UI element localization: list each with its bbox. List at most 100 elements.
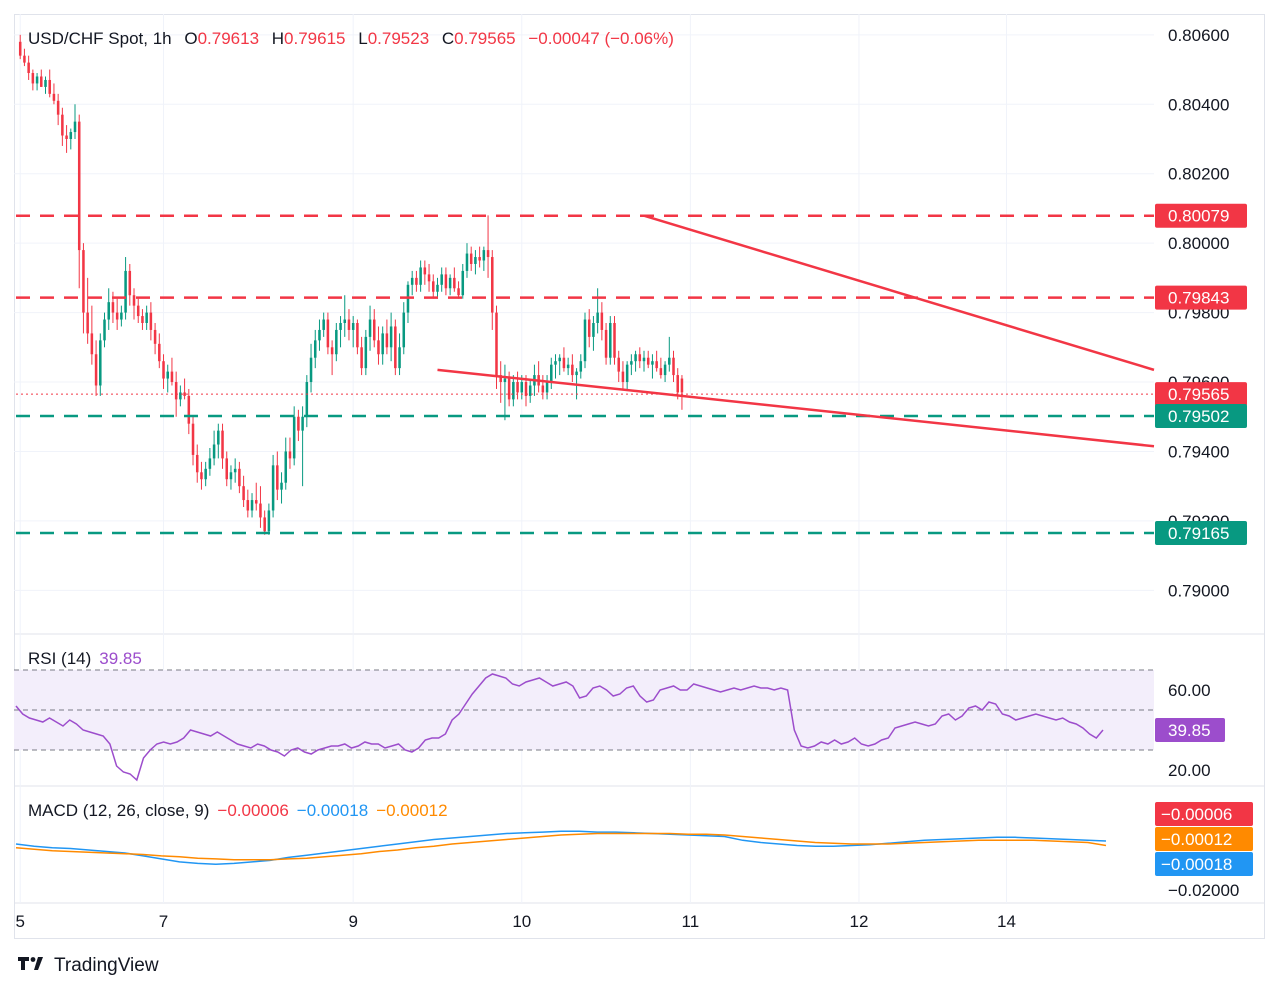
candle-body xyxy=(566,364,570,369)
candle-body xyxy=(120,312,123,320)
candle-body xyxy=(56,100,60,115)
candle-body xyxy=(246,500,250,511)
candle-body xyxy=(23,55,26,63)
level-badge xyxy=(1155,203,1247,228)
candle-body xyxy=(31,73,35,84)
level-badge-label: 0.80079 xyxy=(1168,207,1229,226)
candle-body xyxy=(61,114,64,136)
rsi-legend: RSI (14) 39.85 xyxy=(28,649,142,669)
candle-body xyxy=(545,382,549,393)
candle-body xyxy=(385,333,389,348)
candle-body xyxy=(600,312,604,330)
candle-body xyxy=(507,378,511,400)
candle-body xyxy=(491,257,494,313)
brand[interactable]: TradingView xyxy=(18,955,159,977)
candle-body xyxy=(427,274,431,282)
level-badge xyxy=(1155,404,1247,429)
candle-body xyxy=(461,270,465,296)
level-badge xyxy=(1155,521,1247,546)
open-label: O xyxy=(184,29,198,48)
price-tick-label: 0.79000 xyxy=(1168,581,1229,600)
low-label: L xyxy=(358,29,368,48)
macd-value-badge xyxy=(1155,802,1253,826)
candle-body xyxy=(103,319,106,341)
candle-body xyxy=(495,312,498,376)
time-tick-label: 5 xyxy=(15,912,24,931)
candle-body xyxy=(423,267,427,275)
candle-body xyxy=(136,305,140,317)
candle-body xyxy=(280,482,283,490)
candle-body xyxy=(668,357,671,365)
candle-body xyxy=(225,458,229,480)
trendline xyxy=(437,368,1155,448)
candle-body xyxy=(520,382,524,393)
candle-body xyxy=(77,121,81,251)
high-value: 0.79615 xyxy=(284,29,346,48)
open-value: 0.79613 xyxy=(197,29,260,48)
price-tick-label: 0.80600 xyxy=(1168,26,1229,45)
candle-body xyxy=(638,354,642,362)
change-value: −0.00047 (−0.06%) xyxy=(528,29,674,48)
candle-body xyxy=(86,312,89,334)
candle-body xyxy=(212,444,216,459)
candle-body xyxy=(276,465,279,490)
candle-body xyxy=(596,312,599,323)
brand-name: TradingView xyxy=(54,955,159,976)
candle-body xyxy=(82,250,85,313)
macd-value-badge-label: −0.00018 xyxy=(1161,855,1232,874)
time-tick-label: 9 xyxy=(348,912,357,931)
time-tick-label: 14 xyxy=(997,912,1016,931)
close-label: C xyxy=(441,29,455,48)
candle-body xyxy=(432,281,435,292)
candle-body xyxy=(436,284,439,292)
macd-series-line xyxy=(15,832,1107,861)
macd-legend-v3: −0.00012 xyxy=(376,801,448,820)
macd-value-badge xyxy=(1155,827,1253,851)
price-tick-label: 0.80200 xyxy=(1168,165,1229,184)
candle-body xyxy=(655,361,658,369)
candle-body xyxy=(200,472,203,480)
candle-body xyxy=(195,454,199,473)
candle-body xyxy=(516,382,519,393)
candle-body xyxy=(153,329,157,344)
candle-body xyxy=(292,416,296,459)
candle-body xyxy=(40,76,43,87)
candle-body xyxy=(415,277,418,285)
candle-body xyxy=(457,288,460,296)
candle-body xyxy=(356,323,359,348)
candle-body xyxy=(381,333,384,355)
macd-value-badge-label: −0.00012 xyxy=(1161,830,1232,849)
candle-body xyxy=(187,395,191,424)
candle-body xyxy=(351,323,355,330)
candle-body xyxy=(263,517,266,532)
candle-body xyxy=(284,451,288,483)
level-badge-label: 0.79843 xyxy=(1168,289,1229,308)
candle-body xyxy=(305,382,309,417)
candle-body xyxy=(339,323,342,330)
candle-body xyxy=(389,326,393,348)
candle-body xyxy=(132,295,136,306)
price-tick-label: 0.80000 xyxy=(1168,234,1229,253)
candle-body xyxy=(318,329,321,341)
candle-body xyxy=(604,329,608,358)
candle-body xyxy=(259,503,262,518)
candle-body xyxy=(554,361,557,365)
candle-body xyxy=(453,277,456,289)
macd-legend: MACD (12, 26, close, 9) −0.00006 −0.00018−… xyxy=(28,801,448,821)
candle-body xyxy=(141,316,144,323)
candle-body xyxy=(183,392,186,396)
candle-body xyxy=(322,319,325,330)
candle-body xyxy=(402,312,406,348)
candle-body xyxy=(360,347,363,369)
candle-body xyxy=(238,468,241,487)
macd-series-line xyxy=(15,830,1107,865)
candle-body xyxy=(297,416,300,431)
candle-body xyxy=(575,371,578,376)
candle-body xyxy=(149,312,153,330)
candle-body xyxy=(233,468,237,473)
candle-body xyxy=(158,343,161,362)
candle-body xyxy=(313,340,317,358)
candle-body xyxy=(465,253,469,271)
